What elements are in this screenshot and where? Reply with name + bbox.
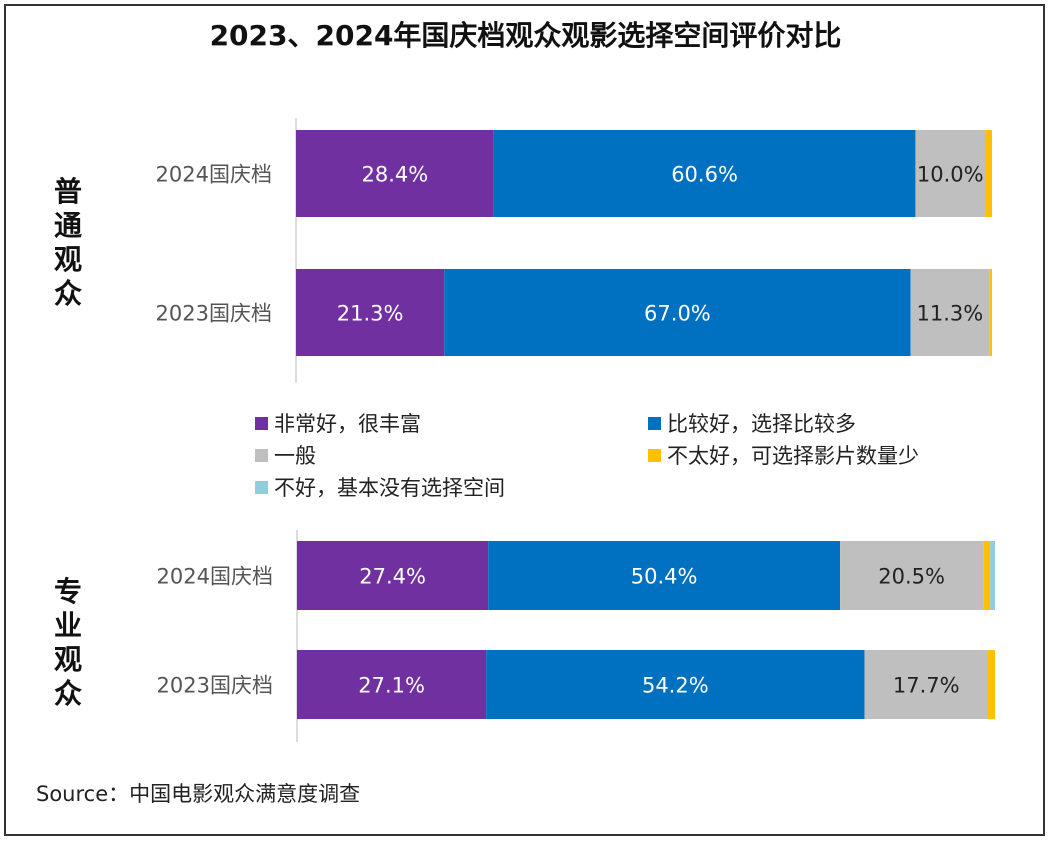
group-label-general: 普通观众 <box>48 175 88 311</box>
chart-title: 2023、2024年国庆档观众观影选择空间评价对比 <box>209 19 842 52</box>
legend-swatch-bad <box>255 480 268 494</box>
legend-item-very-good: 非常好，很丰富 <box>255 408 421 438</box>
legend-swatch-good <box>648 416 661 430</box>
group-label-professional-text: 专业观众 <box>53 575 82 710</box>
group-label-general-text: 普通观众 <box>53 175 82 310</box>
legend-swatch-not-good <box>648 448 661 462</box>
legend-item-average: 一般 <box>255 440 316 470</box>
legend-label-not-good: 不太好，可选择影片数量少 <box>667 444 919 468</box>
legend-item-not-good: 不太好，可选择影片数量少 <box>648 440 919 470</box>
legend-label-very-good: 非常好，很丰富 <box>274 412 421 436</box>
legend-item-good: 比较好，选择比较多 <box>648 408 856 438</box>
legend-swatch-very-good <box>255 416 268 430</box>
legend-swatch-average <box>255 448 268 462</box>
legend-label-bad: 不好，基本没有选择空间 <box>274 476 505 500</box>
group-label-professional: 专业观众 <box>48 575 88 711</box>
source-note: Source：中国电影观众满意度调查 <box>36 782 361 806</box>
legend-label-good: 比较好，选择比较多 <box>667 412 856 436</box>
legend-label-average: 一般 <box>274 444 316 468</box>
chart-legend: 非常好，很丰富 比较好，选择比较多 一般 不太好，可选择影片数量少 不好，基本没… <box>255 408 1005 508</box>
legend-item-bad: 不好，基本没有选择空间 <box>255 472 505 502</box>
